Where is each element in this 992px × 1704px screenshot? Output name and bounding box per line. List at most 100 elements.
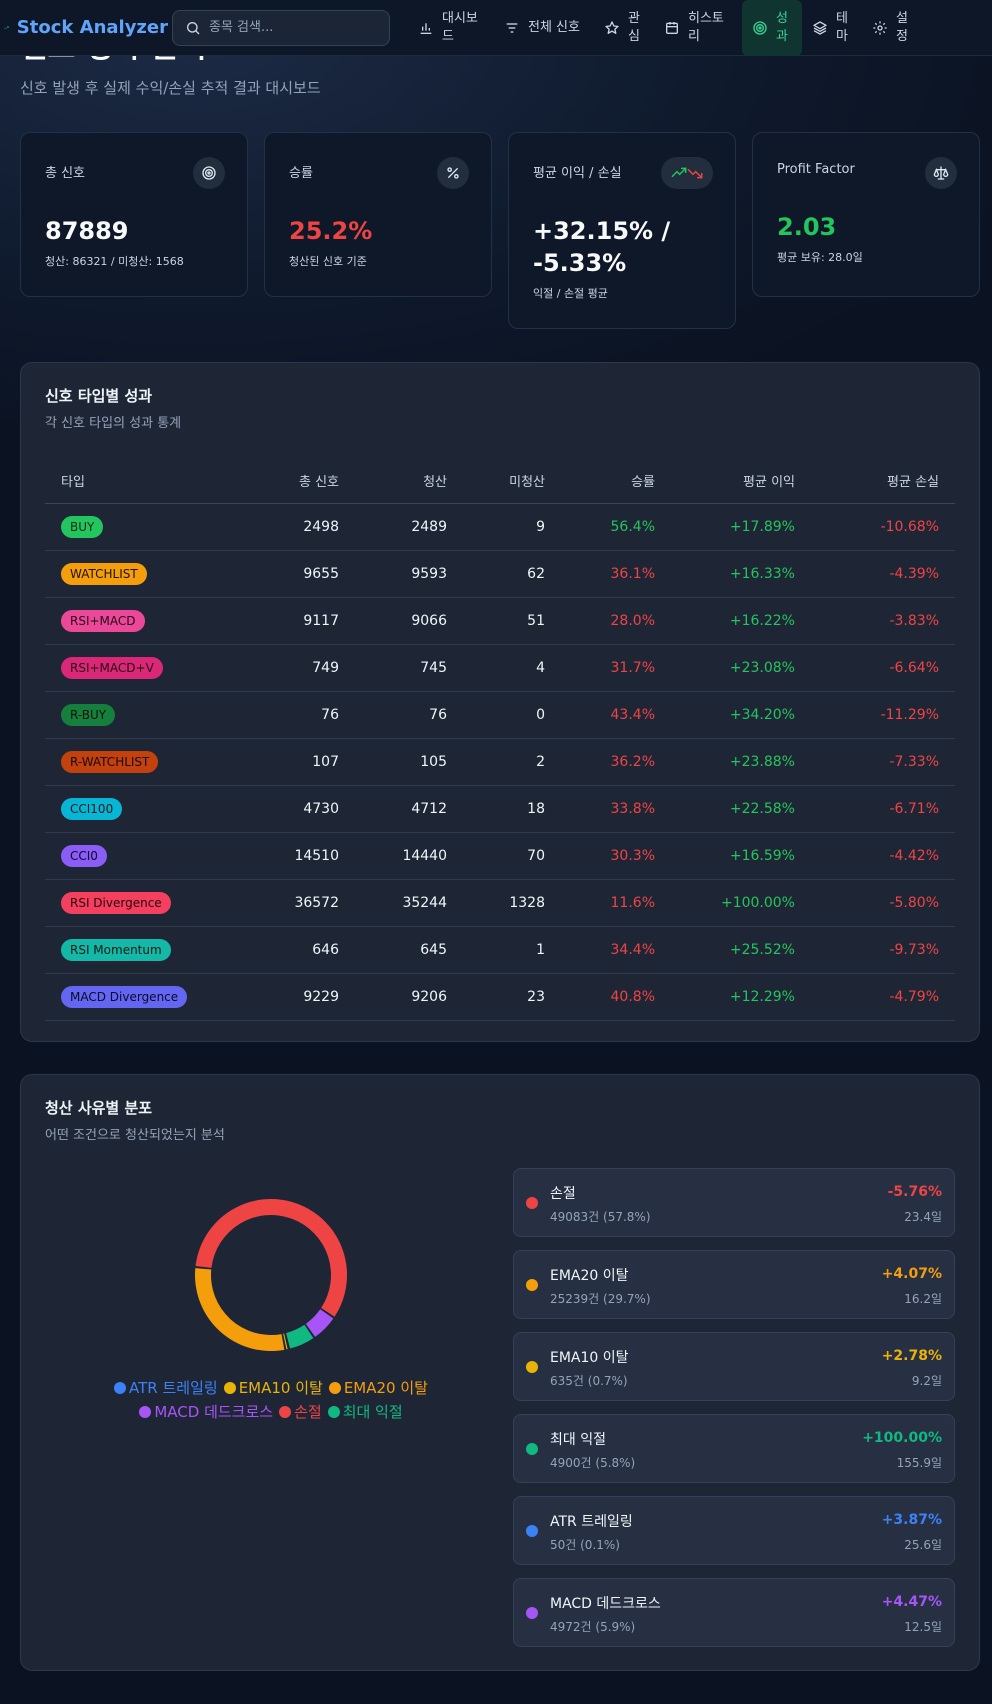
reason-count: 4972건 (5.9%) [550,1620,636,1634]
signal-type-badge: CCI0 [61,844,107,867]
legend-item[interactable]: ATR 트레일링 [114,1376,218,1400]
cell-type: RSI+MACD [45,597,245,645]
donut-slice[interactable] [305,1309,334,1337]
brand[interactable]: Stock Analyzer [0,17,168,39]
cell-total: 2498 [245,503,355,551]
stat-card-avg-gain-loss: 평균 이익 / 손실 +32.15% / -5.33% 익절 / 손절 평균 [508,132,736,329]
target-icon [753,20,767,35]
nav-label: 테마 [836,10,848,44]
cell-closed: 2489 [355,503,463,551]
exit-reason-item[interactable]: ATR 트레일링 50건 (0.1%) +3.87% 25.6일 [513,1496,955,1565]
reason-avg-days: 9.2일 [911,1374,942,1388]
panel-title: 신호 타입별 성과 [45,387,153,405]
cell-win-rate: 33.8% [561,785,671,833]
nav-history[interactable]: 히스토리 [654,0,742,56]
search-input[interactable] [209,20,377,35]
cell-closed: 76 [355,691,463,739]
col-open[interactable]: 미청산 [463,459,561,504]
reason-avg-days: 25.6일 [904,1538,942,1552]
donut-slice[interactable] [283,1333,288,1350]
stat-value: 87889 [45,217,129,245]
cell-open: 0 [463,691,561,739]
reason-avg-return: +4.07% [881,1266,942,1282]
cell-closed: 9206 [355,973,463,1021]
cell-total: 9655 [245,550,355,598]
exit-reason-item[interactable]: EMA10 이탈 635건 (0.7%) +2.78% 9.2일 [513,1332,955,1401]
reason-color-dot [526,1607,538,1619]
exit-reason-item[interactable]: 손절 49083건 (57.8%) -5.76% 23.4일 [513,1168,955,1237]
col-closed[interactable]: 청산 [355,459,463,504]
reason-count: 4900건 (5.8%) [550,1456,636,1470]
exit-reason-panel: 청산 사유별 분포 어떤 조건으로 청산되었는지 분석 ATR 트레일링 EMA1… [20,1074,980,1671]
table-row[interactable]: R-WATCHLIST 107 105 2 36.2% +23.88% -7.33% [45,738,955,786]
scale-icon [933,166,949,180]
reason-name: 최대 익절 [550,1432,606,1448]
cell-open: 18 [463,785,561,833]
exit-reason-item[interactable]: MACD 데드크로스 4972건 (5.9%) +4.47% 12.5일 [513,1578,955,1647]
donut-slice[interactable] [195,1199,347,1317]
page-subtitle: 신호 발생 후 실제 수익/손실 추적 결과 대시보드 [20,79,321,97]
search-icon [187,21,200,34]
signal-type-badge: RSI+MACD [61,609,145,632]
nav-performance[interactable]: 성과 [742,0,802,56]
cell-type: R-BUY [45,691,245,739]
col-avg-loss[interactable]: 평균 손실 [811,459,955,504]
search-box[interactable] [172,9,390,46]
table-row[interactable]: R-BUY 76 76 0 43.4% +34.20% -11.29% [45,691,955,739]
cell-open: 23 [463,973,561,1021]
cell-closed: 9066 [355,597,463,645]
cell-closed: 645 [355,926,463,974]
legend-item[interactable]: EMA20 이탈 [328,1376,428,1400]
nav-all-signals[interactable]: 전체 신호 [494,0,594,56]
cell-avg-gain: +23.08% [671,644,811,692]
cell-type: CCI100 [45,785,245,833]
cell-closed: 35244 [355,879,463,927]
exit-reason-item[interactable]: EMA20 이탈 25239건 (29.7%) +4.07% 16.2일 [513,1250,955,1319]
trending-down-icon [687,168,703,179]
col-total[interactable]: 총 신호 [245,459,355,504]
table-row[interactable]: RSI+MACD+V 749 745 4 31.7% +23.08% -6.64% [45,644,955,692]
legend-label: EMA20 이탈 [343,1379,428,1397]
donut-slice[interactable] [195,1268,285,1351]
table-row[interactable]: RSI Divergence 36572 35244 1328 11.6% +100.00… [45,879,955,927]
donut-slice[interactable] [286,1324,314,1349]
legend-item[interactable]: EMA10 이탈 [223,1376,323,1400]
table-row[interactable]: WATCHLIST 9655 9593 62 36.1% +16.33% -4.39% [45,550,955,598]
nav-theme[interactable]: 테마 [802,0,862,56]
table-header-row: 타입 총 신호 청산 미청산 승률 평균 이익 평균 손실 [45,459,955,504]
cell-total: 9117 [245,597,355,645]
table-row[interactable]: MACD Divergence 9229 9206 23 40.8% +12.29% -4.… [45,973,955,1021]
table-row[interactable]: CCI0 14510 14440 70 30.3% +16.59% -4.42% [45,832,955,880]
cell-avg-gain: +100.00% [671,879,811,927]
cell-avg-gain: +16.33% [671,550,811,598]
panel-title: 청산 사유별 분포 [45,1099,153,1117]
nav-settings[interactable]: 설정 [862,0,922,56]
reason-avg-days: 23.4일 [904,1210,942,1224]
nav-dashboard[interactable]: 대시보드 [408,0,494,56]
legend-item[interactable]: 손절 [279,1400,322,1424]
cell-total: 646 [245,926,355,974]
cell-type: MACD Divergence [45,973,245,1021]
table-row[interactable]: CCI100 4730 4712 18 33.8% +22.58% -6.71% [45,785,955,833]
signal-type-badge: R-BUY [61,703,116,726]
exit-donut-chart [181,1185,361,1365]
col-avg-gain[interactable]: 평균 이익 [671,459,811,504]
table-row[interactable]: BUY 2498 2489 9 56.4% +17.89% -10.68% [45,503,955,551]
reason-color-dot [526,1443,538,1455]
table-row[interactable]: RSI Momentum 646 645 1 34.4% +25.52% -9.73% [45,926,955,974]
col-type[interactable]: 타입 [45,459,245,504]
legend-item[interactable]: 최대 익절 [327,1400,403,1424]
signal-type-badge: BUY [61,515,104,538]
col-win-rate[interactable]: 승률 [561,459,671,504]
exit-reason-item[interactable]: 최대 익절 4900건 (5.8%) +100.00% 155.9일 [513,1414,955,1483]
cell-type: RSI+MACD+V [45,644,245,692]
signal-type-badge: RSI Divergence [61,891,171,914]
legend-item[interactable]: MACD 데드크로스 [139,1400,273,1424]
cell-win-rate: 30.3% [561,832,671,880]
trending-up-icon [671,167,687,178]
nav-watchlist[interactable]: 관심 [594,0,654,56]
cell-avg-loss: -6.71% [811,785,955,833]
cell-avg-gain: +16.59% [671,832,811,880]
stat-sub: 청산: 86321 / 미청산: 1568 [45,255,184,268]
table-row[interactable]: RSI+MACD 9117 9066 51 28.0% +16.22% -3.83% [45,597,955,645]
